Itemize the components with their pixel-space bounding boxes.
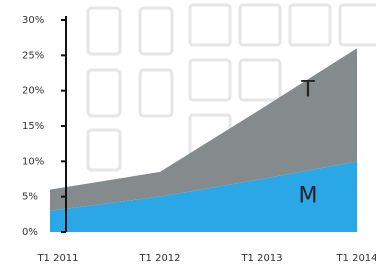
y-tick-label: 25% <box>22 50 44 61</box>
x-tick-label: T1 2013 <box>240 253 282 264</box>
x-tick-label: T1 2014 <box>335 253 376 264</box>
y-tick-label: 15% <box>22 121 44 132</box>
y-tick-label: 5% <box>22 192 38 203</box>
y-tick-label: 30% <box>22 15 44 26</box>
y-tick-label: 20% <box>22 86 44 97</box>
series-label: M <box>299 184 318 209</box>
x-tick-label: T1 2011 <box>36 253 78 264</box>
series-label: T <box>300 78 315 103</box>
chart: M T 0% 5% 10% 15% 20% 25% 30% T1 2011 T1 2012 T1 20… <box>0 0 376 271</box>
y-tick-label: 0% <box>22 227 38 238</box>
x-tick-label: T1 2012 <box>138 253 180 264</box>
y-tick-label: 10% <box>22 156 44 167</box>
